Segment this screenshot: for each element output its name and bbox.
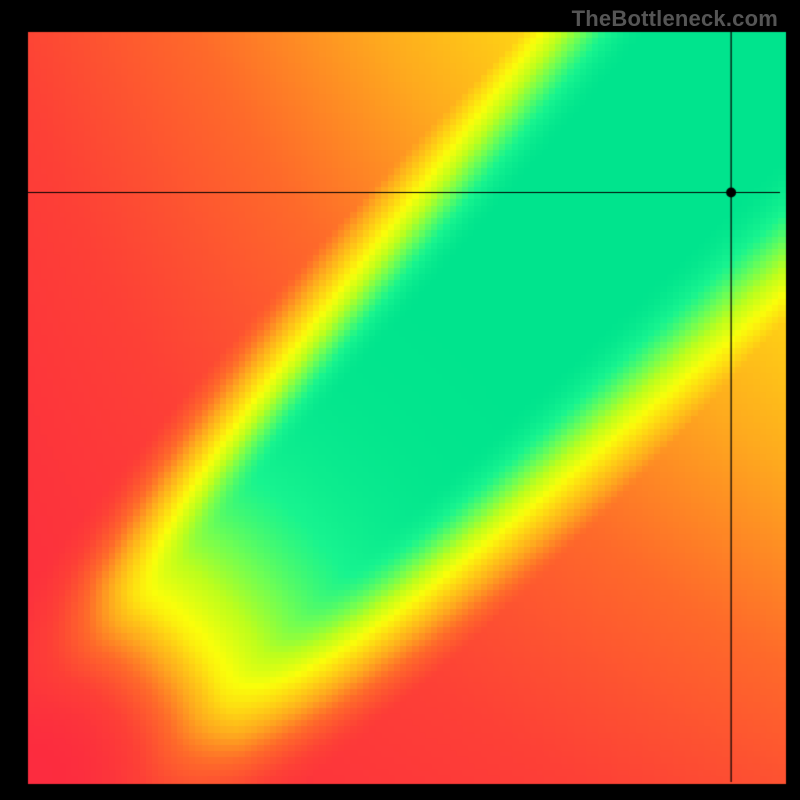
watermark-text: TheBottleneck.com <box>572 6 778 32</box>
heatmap-canvas <box>0 0 800 800</box>
chart-container: TheBottleneck.com <box>0 0 800 800</box>
